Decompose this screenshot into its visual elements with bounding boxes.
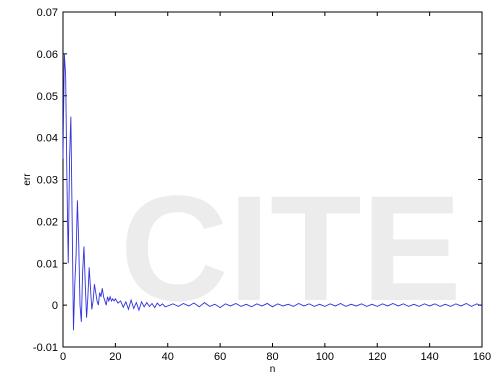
y-tick-label: 0.07 (37, 7, 58, 19)
y-tick-label: 0.01 (37, 258, 58, 270)
x-axis: 0 20 40 60 80 100 120 140 160 (60, 12, 491, 363)
x-tick-label: 20 (109, 351, 121, 363)
x-axis-label: n (270, 364, 276, 375)
series-line (62, 53, 483, 331)
watermark: CITE (120, 164, 462, 332)
x-tick-label: 40 (162, 351, 174, 363)
x-tick-label: 60 (214, 351, 226, 363)
x-tick-label: 80 (266, 351, 278, 363)
y-tick-label: -0.01 (33, 342, 58, 354)
x-tick-label: 140 (420, 351, 438, 363)
y-tick-label: 0.03 (37, 175, 58, 187)
watermark-letters: CITE (120, 164, 462, 332)
y-tick-label: 0.04 (37, 133, 58, 145)
y-tick-label: 0.05 (37, 91, 58, 103)
y-axis: -0.01 0 0.01 0.02 0.03 0.04 0.05 0.06 0.07 (33, 7, 482, 354)
y-tick-label: 0 (52, 300, 58, 312)
x-tick-label: 100 (316, 351, 334, 363)
x-tick-label: 160 (473, 351, 491, 363)
y-tick-label: 0.02 (37, 216, 58, 228)
x-tick-label: 0 (60, 351, 66, 363)
x-tick-label: 120 (368, 351, 386, 363)
y-axis-label: err (22, 173, 33, 186)
y-tick-label: 0.06 (37, 49, 58, 61)
